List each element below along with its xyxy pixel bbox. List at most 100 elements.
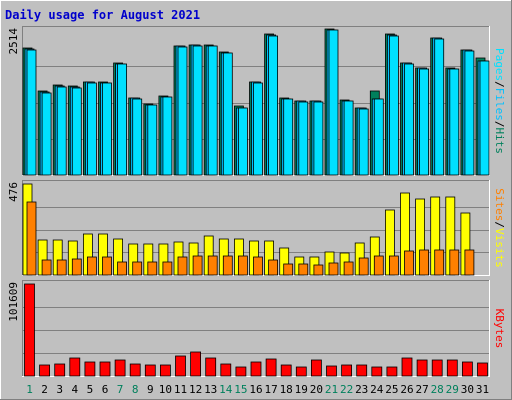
bar-pages-day-28 xyxy=(434,38,445,176)
day-label-5: 5 xyxy=(87,383,94,396)
bar-pages-day-13 xyxy=(207,45,218,176)
bar-sites-day-16 xyxy=(253,256,263,276)
panel-kbytes-legend: KBytes xyxy=(493,309,506,349)
bar-sites-day-18 xyxy=(283,263,294,276)
bar-kbytes-day-5 xyxy=(84,361,96,377)
day-label-29: 29 xyxy=(446,383,459,396)
legend-pages: Pages xyxy=(493,48,506,81)
bar-pages-day-24 xyxy=(373,98,384,176)
bar-pages-day-8 xyxy=(132,98,143,176)
day-label-21: 21 xyxy=(325,383,338,396)
bar-kbytes-day-13 xyxy=(205,357,217,377)
bar-kbytes-day-4 xyxy=(69,357,81,377)
bar-sites-day-17 xyxy=(268,259,279,276)
panel-kbytes-ymax-label: 101609 xyxy=(7,282,20,322)
bar-pages-day-31 xyxy=(479,60,490,176)
bar-sites-day-1 xyxy=(26,201,37,276)
bar-kbytes-day-3 xyxy=(54,363,66,377)
day-label-3: 3 xyxy=(56,383,63,396)
day-label-9: 9 xyxy=(147,383,154,396)
day-label-18: 18 xyxy=(280,383,293,396)
bar-sites-day-2 xyxy=(41,259,52,276)
bar-kbytes-day-8 xyxy=(129,363,141,377)
day-label-16: 16 xyxy=(249,383,262,396)
bar-kbytes-day-17 xyxy=(265,358,277,377)
bar-kbytes-day-15 xyxy=(235,366,247,377)
bar-sites-day-13 xyxy=(207,255,218,276)
bar-pages-day-23 xyxy=(358,108,369,176)
bar-kbytes-day-19 xyxy=(295,366,307,377)
day-label-31: 31 xyxy=(476,383,489,396)
bar-sites-day-3 xyxy=(56,259,67,276)
day-label-30: 30 xyxy=(461,383,474,396)
day-label-20: 20 xyxy=(310,383,323,396)
bar-sites-day-30 xyxy=(464,249,475,276)
bar-sites-day-21 xyxy=(328,262,339,276)
bar-pages-day-18 xyxy=(283,98,294,176)
day-label-4: 4 xyxy=(71,383,78,396)
bar-pages-day-15 xyxy=(237,107,248,176)
bar-kbytes-day-29 xyxy=(446,359,458,377)
bar-sites-day-11 xyxy=(177,256,188,276)
day-label-28: 28 xyxy=(431,383,444,396)
bar-sites-day-15 xyxy=(237,255,248,276)
panel-visits: 476 Sites/Visits xyxy=(7,180,506,276)
bar-pages-day-17 xyxy=(268,35,279,176)
bar-sites-day-22 xyxy=(343,261,354,276)
legend-separator: / xyxy=(493,121,506,128)
bar-kbytes-day-21 xyxy=(326,365,337,377)
bar-sites-day-27 xyxy=(419,249,430,276)
panel-visits-ymax-label: 476 xyxy=(7,182,20,202)
day-label-7: 7 xyxy=(117,383,124,396)
bar-kbytes-day-9 xyxy=(144,364,156,377)
bar-kbytes-day-30 xyxy=(461,361,473,377)
bar-kbytes-day-6 xyxy=(99,361,111,377)
bar-sites-day-14 xyxy=(222,255,233,276)
bar-pages-day-19 xyxy=(298,101,309,176)
bar-pages-day-22 xyxy=(343,100,354,176)
bar-pages-day-3 xyxy=(56,86,67,176)
bar-kbytes-day-22 xyxy=(341,364,353,377)
bar-sites-day-8 xyxy=(132,261,143,276)
bar-sites-day-20 xyxy=(313,264,324,276)
day-label-17: 17 xyxy=(264,383,277,396)
bar-kbytes-day-11 xyxy=(175,355,186,377)
bar-kbytes-day-20 xyxy=(310,359,322,377)
bar-kbytes-day-23 xyxy=(356,364,368,377)
bar-sites-day-23 xyxy=(358,257,369,276)
bar-pages-day-25 xyxy=(388,35,399,176)
bar-pages-day-14 xyxy=(222,52,233,176)
bar-pages-day-30 xyxy=(464,50,475,176)
bar-sites-day-4 xyxy=(71,258,82,276)
bar-kbytes-day-1 xyxy=(24,283,35,377)
day-label-22: 22 xyxy=(340,383,353,396)
bar-pages-day-2 xyxy=(41,92,52,176)
bar-pages-day-27 xyxy=(419,68,430,176)
day-labels: 1 2 3 4 5 6 7 8 9 10 11 12 13 14 15 16 17 18 19 20 21 22 23 24 2… xyxy=(26,383,489,396)
bar-sites-day-10 xyxy=(162,261,173,276)
bar-pages-day-20 xyxy=(313,101,324,176)
bar-kbytes-day-31 xyxy=(477,362,488,377)
bar-kbytes-day-16 xyxy=(250,361,262,377)
bar-kbytes-day-14 xyxy=(220,363,232,377)
day-label-26: 26 xyxy=(400,383,413,396)
day-label-24: 24 xyxy=(370,383,384,396)
bar-sites-day-9 xyxy=(147,261,158,276)
panel-hits-ymax-label: 2514 xyxy=(7,28,20,55)
bar-kbytes-day-18 xyxy=(280,364,292,377)
bar-kbytes-day-26 xyxy=(401,357,413,377)
panel-visits-legend: Sites/Visits xyxy=(493,188,506,268)
chart-title: Daily usage for August 2021 xyxy=(5,8,200,22)
day-label-15: 15 xyxy=(234,383,247,396)
bar-pages-day-9 xyxy=(147,104,158,176)
bar-sites-day-5 xyxy=(87,256,97,276)
bar-pages-day-12 xyxy=(192,45,203,176)
bar-kbytes-day-27 xyxy=(416,359,428,377)
panel-kbytes: 101609 KBytes xyxy=(7,280,506,377)
bar-pages-day-7 xyxy=(117,63,127,176)
day-label-12: 12 xyxy=(189,383,202,396)
day-label-27: 27 xyxy=(415,383,428,396)
bar-sites-day-29 xyxy=(449,249,460,276)
